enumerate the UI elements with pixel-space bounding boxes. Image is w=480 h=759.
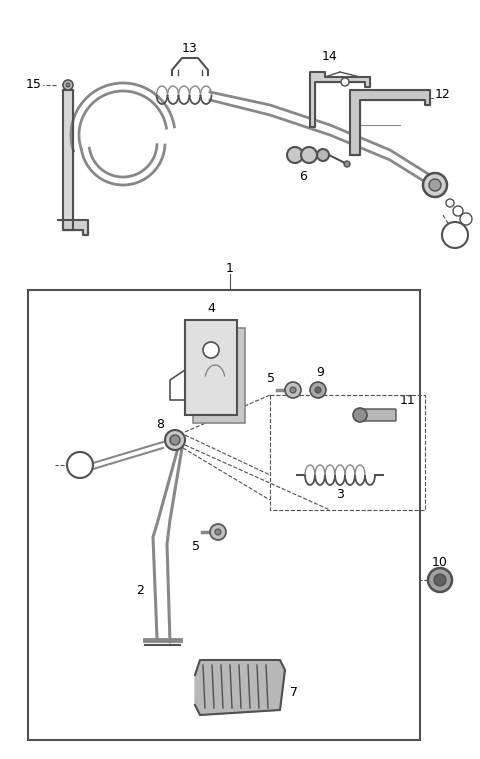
Circle shape xyxy=(344,161,350,167)
Circle shape xyxy=(285,382,301,398)
Circle shape xyxy=(428,568,452,592)
Circle shape xyxy=(287,147,303,163)
Circle shape xyxy=(165,430,185,450)
Polygon shape xyxy=(58,220,88,235)
Text: 4: 4 xyxy=(207,301,215,314)
Text: 5: 5 xyxy=(267,371,275,385)
Circle shape xyxy=(341,78,349,86)
Circle shape xyxy=(67,452,93,478)
FancyBboxPatch shape xyxy=(28,290,420,740)
Circle shape xyxy=(423,173,447,197)
Polygon shape xyxy=(195,660,285,715)
Text: 7: 7 xyxy=(290,685,298,698)
Circle shape xyxy=(170,435,180,445)
Circle shape xyxy=(429,179,441,191)
Circle shape xyxy=(63,80,73,90)
Text: 8: 8 xyxy=(156,417,164,430)
Circle shape xyxy=(442,222,468,248)
Text: 13: 13 xyxy=(182,42,198,55)
Polygon shape xyxy=(310,72,370,127)
Text: A: A xyxy=(76,460,84,470)
Polygon shape xyxy=(63,90,73,230)
Circle shape xyxy=(353,408,367,422)
Circle shape xyxy=(301,147,317,163)
Text: 10: 10 xyxy=(432,556,448,568)
Circle shape xyxy=(315,387,321,393)
Text: 14: 14 xyxy=(322,51,338,64)
FancyBboxPatch shape xyxy=(193,328,245,423)
FancyBboxPatch shape xyxy=(359,409,396,421)
Text: 1: 1 xyxy=(226,262,234,275)
Text: 5: 5 xyxy=(192,540,200,553)
Circle shape xyxy=(210,524,226,540)
Circle shape xyxy=(66,83,70,87)
FancyBboxPatch shape xyxy=(185,320,237,415)
Text: 11: 11 xyxy=(400,393,416,407)
Text: 15: 15 xyxy=(26,78,42,92)
Polygon shape xyxy=(350,90,430,155)
Text: 6: 6 xyxy=(299,171,307,184)
Circle shape xyxy=(317,149,329,161)
Circle shape xyxy=(203,342,219,358)
Text: 3: 3 xyxy=(336,489,344,502)
Circle shape xyxy=(434,574,446,586)
Text: 12: 12 xyxy=(435,89,451,102)
Circle shape xyxy=(215,529,221,535)
Text: 2: 2 xyxy=(136,584,144,597)
Circle shape xyxy=(290,387,296,393)
Text: A: A xyxy=(451,230,459,240)
Text: 9: 9 xyxy=(316,366,324,379)
Circle shape xyxy=(310,382,326,398)
